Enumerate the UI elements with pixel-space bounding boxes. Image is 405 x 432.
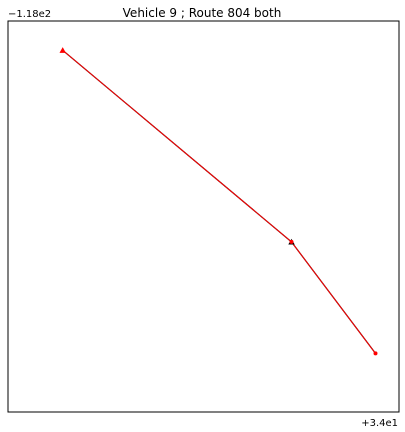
chart-title: Vehicle 9 ; Route 804 both [123, 6, 282, 20]
y-offset-label: −1.18e2 [8, 9, 51, 20]
plot-layer [59, 47, 378, 356]
plot-frame [7, 20, 400, 413]
marker-circle-3 [373, 351, 378, 356]
marker-circle-2 [289, 239, 294, 244]
marker-triangle-0 [59, 47, 66, 53]
x-offset-label: +3.4e1 [361, 418, 398, 429]
